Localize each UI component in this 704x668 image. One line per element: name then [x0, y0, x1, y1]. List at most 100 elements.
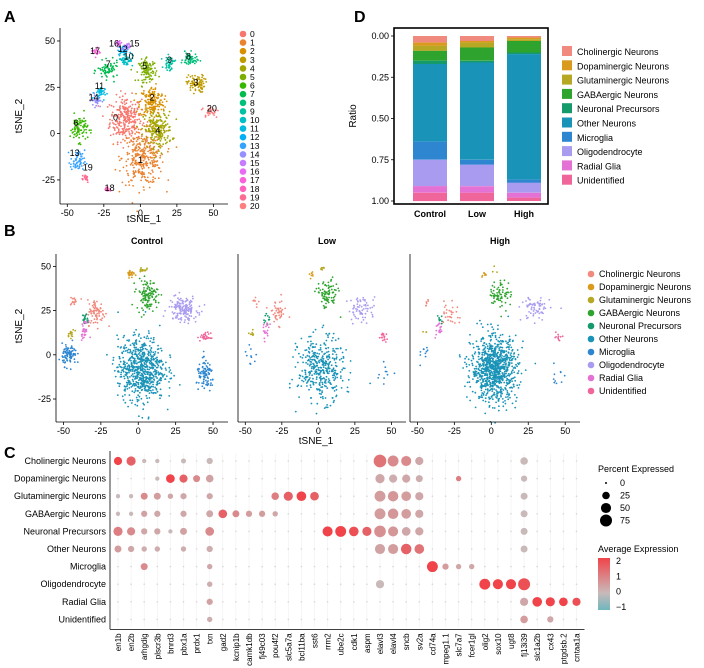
panel-b-point	[269, 323, 271, 325]
panel-b-point	[476, 322, 478, 325]
panel-a-point	[121, 133, 124, 136]
panel-b-point	[141, 307, 143, 309]
panel-a-point	[105, 79, 108, 81]
panel-b-point	[440, 322, 443, 325]
panel-a-point	[161, 145, 163, 148]
panel-b-point	[325, 375, 328, 378]
panel-b-point	[205, 365, 208, 367]
panel-b-point	[419, 354, 422, 356]
panel-b-point	[480, 323, 483, 325]
panel-a-point	[120, 157, 123, 160]
panel-b-point	[516, 356, 519, 358]
panel-d-bar-segment	[507, 41, 541, 53]
panel-b-point	[155, 388, 158, 391]
panel-a-point	[145, 160, 148, 163]
panel-a-point	[140, 137, 143, 140]
panel-b-point	[506, 297, 509, 300]
panel-b-point	[475, 367, 478, 370]
panel-b-point	[454, 322, 456, 324]
panel-b-point	[488, 398, 491, 400]
panel-b-point	[70, 355, 73, 358]
panel-a-point	[192, 77, 194, 79]
panel-a-point	[154, 127, 157, 130]
panel-b-point	[310, 340, 312, 343]
panel-a-point	[153, 90, 156, 93]
panel-b-point	[178, 384, 181, 386]
panel-b-point	[425, 350, 428, 353]
panel-a-point	[165, 64, 168, 67]
panel-a-point	[157, 143, 159, 146]
panel-b-point	[168, 371, 171, 373]
panel-b-point	[207, 336, 210, 339]
panel-b-point	[315, 287, 318, 290]
panel-b-point	[524, 369, 527, 371]
panel-b-point	[478, 353, 480, 355]
panel-d-bar-segment	[413, 45, 447, 51]
panel-b-point	[125, 368, 128, 371]
panel-a-ylabel: tSNE_2	[14, 98, 25, 133]
panel-b-point	[144, 381, 146, 384]
panel-b-point	[83, 336, 85, 339]
panel-b-point	[348, 310, 351, 313]
panel-b-point	[152, 392, 155, 395]
panel-b-point	[133, 384, 136, 387]
panel-a-point	[108, 104, 111, 106]
panel-b-point	[491, 363, 494, 366]
panel-b-point	[512, 339, 514, 342]
panel-a-point	[149, 77, 152, 80]
panel-b-point	[142, 297, 145, 300]
panel-a-point	[147, 141, 150, 144]
panel-a-point	[142, 150, 145, 153]
panel-b-point	[134, 346, 137, 349]
panel-b-point	[495, 401, 497, 404]
panel-b-point	[124, 344, 127, 347]
panel-b-point	[505, 379, 508, 382]
panel-b-point	[486, 347, 489, 350]
panel-b-point	[67, 335, 70, 338]
panel-b-point	[133, 282, 136, 285]
panel-b-point	[316, 352, 319, 355]
panel-a-point	[159, 144, 162, 147]
panel-a-point	[167, 60, 170, 63]
panel-b-point	[358, 304, 361, 307]
panel-d-bar-segment	[507, 36, 541, 38]
panel-b-point	[195, 382, 198, 384]
panel-b-point	[168, 305, 171, 308]
panel-b-point	[129, 357, 132, 359]
panel-b-point	[335, 388, 338, 391]
panel-a-cluster-number: 17	[90, 46, 100, 56]
panel-b-point	[139, 270, 142, 273]
panel-b-point	[129, 376, 131, 378]
panel-a-point	[91, 97, 94, 99]
panel-a-point	[204, 78, 207, 80]
panel-b-point	[324, 364, 327, 366]
panel-a-point	[113, 127, 116, 129]
panel-b-point	[484, 368, 487, 371]
panel-a-point	[129, 112, 132, 114]
panel-b-point	[366, 310, 369, 312]
panel-a-point	[112, 122, 114, 124]
panel-b-point	[319, 344, 322, 346]
panel-a-point	[189, 75, 192, 78]
panel-d-x-tick-label: Low	[468, 209, 487, 219]
panel-d-legend-swatch	[562, 117, 572, 128]
panel-b-point	[190, 315, 193, 318]
panel-a-point	[131, 131, 134, 134]
panel-b-point	[148, 389, 151, 391]
panel-b-point	[85, 330, 88, 333]
panel-b-point	[492, 328, 495, 331]
panel-a-point	[141, 170, 144, 173]
panel-b-point	[482, 351, 485, 354]
panel-a-point	[97, 88, 100, 91]
panel-b-point	[280, 311, 283, 314]
panel-b-point	[511, 369, 514, 371]
panel-b-point	[331, 339, 333, 342]
panel-b-point	[502, 286, 504, 289]
panel-a-point	[199, 60, 202, 62]
panel-b-point	[505, 350, 508, 353]
panel-b-point	[83, 321, 85, 324]
panel-a-point	[121, 102, 124, 105]
panel-a-point	[163, 98, 166, 101]
panel-a-point	[153, 141, 156, 144]
panel-b-point	[362, 319, 365, 321]
